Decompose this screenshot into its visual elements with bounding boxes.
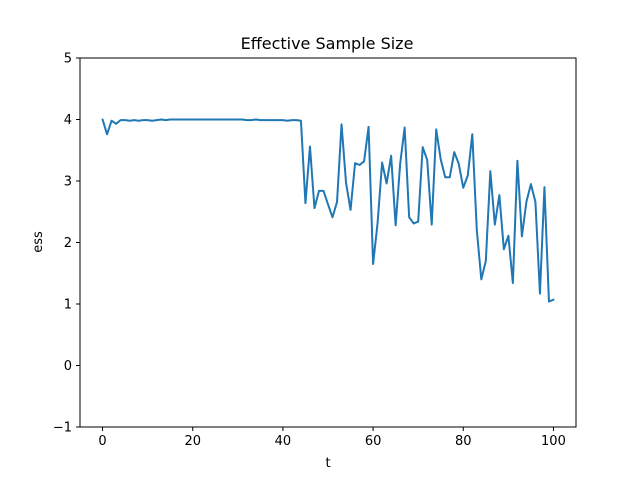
x-tick-label: 60 xyxy=(365,434,382,449)
plot-area xyxy=(79,57,577,428)
y-tick-label: 3 xyxy=(64,175,72,190)
x-tick-label: 80 xyxy=(455,434,472,449)
y-tick-label: 5 xyxy=(64,52,72,67)
y-tick-label: 2 xyxy=(64,236,72,251)
chart-title: Effective Sample Size xyxy=(241,34,414,53)
y-axis: −1 0 1 2 3 4 5 xyxy=(53,52,80,436)
x-tick-label: 0 xyxy=(98,434,106,449)
y-tick-label: 4 xyxy=(64,113,72,128)
x-axis-label: t xyxy=(325,456,330,471)
x-tick-label: 100 xyxy=(541,434,566,449)
y-axis-label: ess xyxy=(31,231,46,253)
x-axis: 0 20 40 60 80 100 xyxy=(98,427,566,449)
y-tick-label: 0 xyxy=(64,359,72,374)
y-tick-label: 1 xyxy=(64,298,72,313)
axes-frame xyxy=(79,57,577,428)
series-layer xyxy=(101,118,555,303)
x-tick-label: 40 xyxy=(275,434,292,449)
series-line-0 xyxy=(101,118,555,303)
y-tick-label: −1 xyxy=(53,421,72,436)
x-tick-label: 20 xyxy=(184,434,201,449)
